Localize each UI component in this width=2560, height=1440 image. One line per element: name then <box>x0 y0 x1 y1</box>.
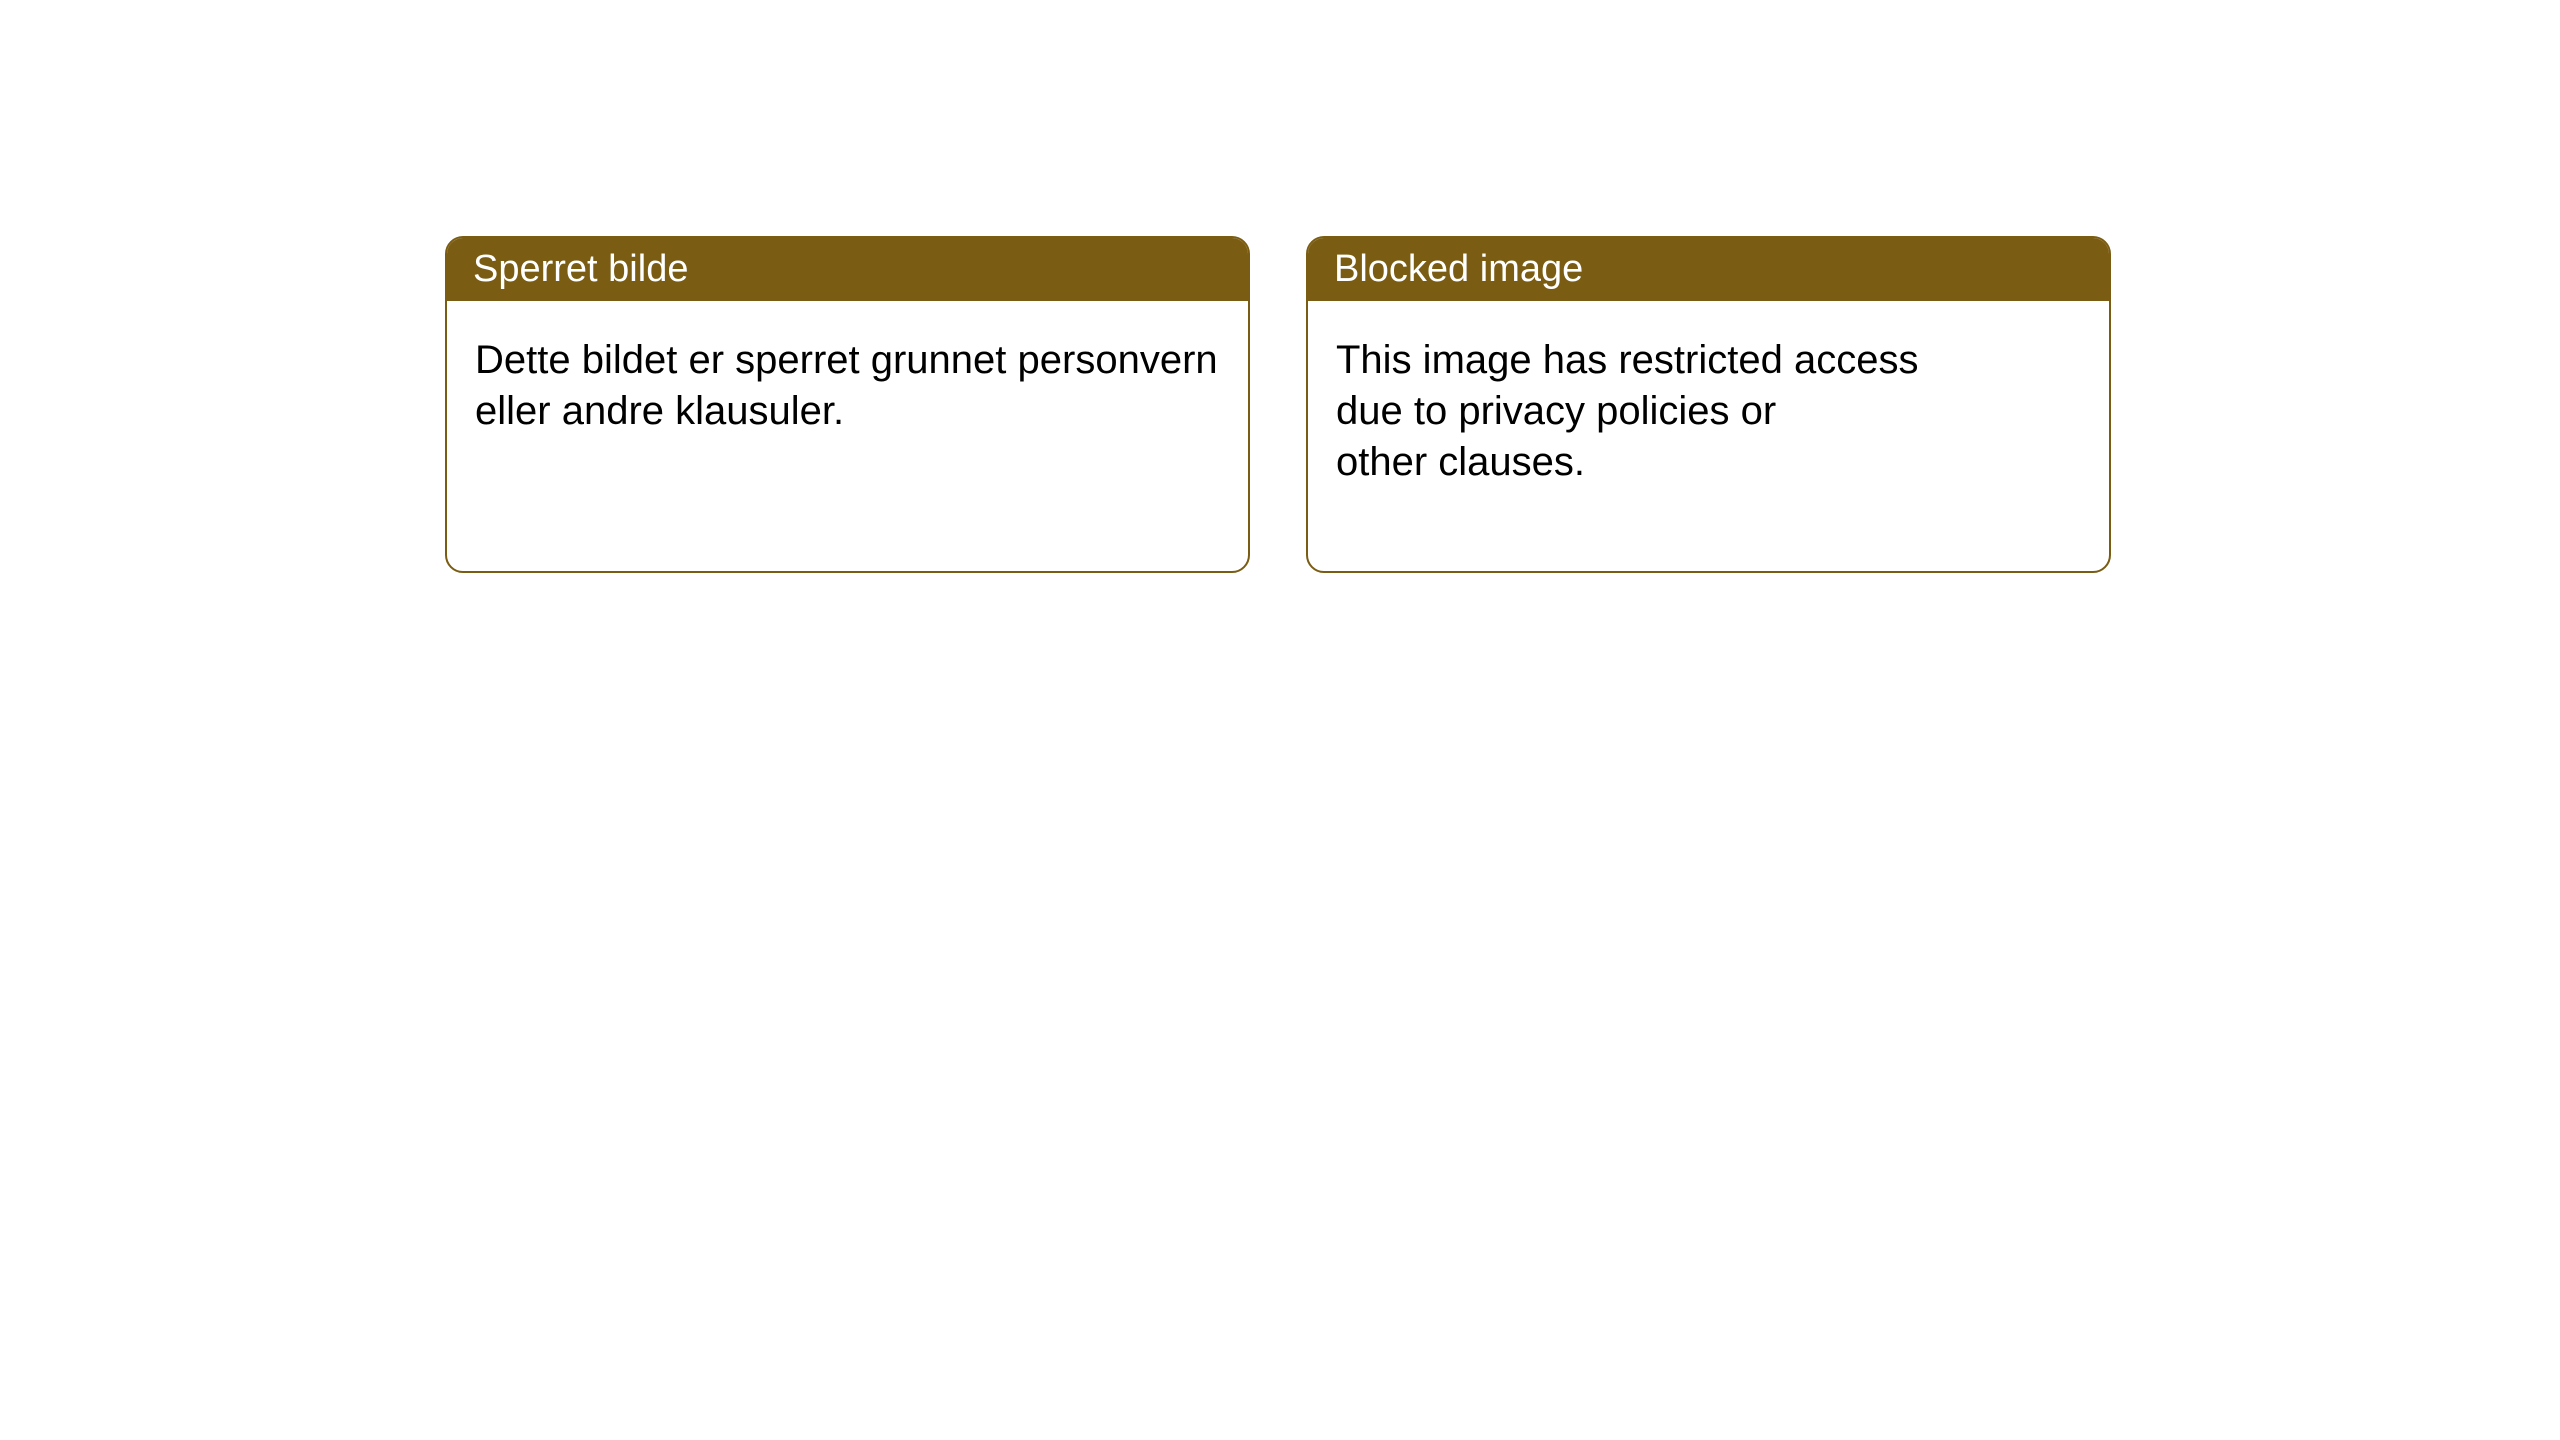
notice-body-no: Dette bildet er sperret grunnet personve… <box>447 301 1248 571</box>
notice-container: Sperret bilde Dette bildet er sperret gr… <box>0 0 2560 573</box>
notice-title-no: Sperret bilde <box>447 238 1248 301</box>
notice-body-en: This image has restricted access due to … <box>1308 301 1988 571</box>
notice-card-no: Sperret bilde Dette bildet er sperret gr… <box>445 236 1250 573</box>
notice-title-en: Blocked image <box>1308 238 2109 301</box>
notice-card-en: Blocked image This image has restricted … <box>1306 236 2111 573</box>
